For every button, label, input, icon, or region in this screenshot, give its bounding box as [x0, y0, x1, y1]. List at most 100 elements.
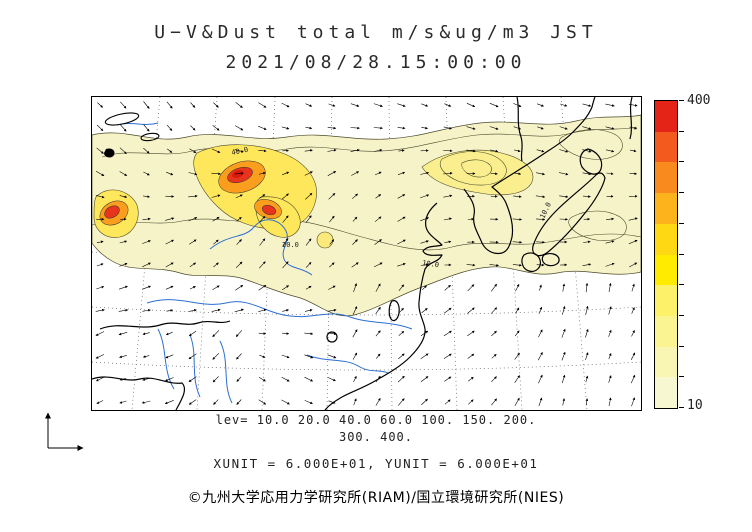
wind-vector	[258, 261, 266, 269]
wind-vector	[631, 330, 635, 337]
colorbar-segment	[655, 377, 677, 409]
wind-vector	[422, 285, 427, 291]
wind-vector	[141, 400, 151, 404]
wind-vector	[443, 353, 452, 359]
wind-vector	[466, 149, 476, 153]
coast-kyushu	[521, 252, 541, 272]
colorbar-tick	[679, 253, 684, 255]
wind-vector	[631, 283, 635, 292]
wind-vector	[629, 126, 638, 130]
wind-vector	[489, 263, 499, 267]
wind-vector	[444, 376, 452, 382]
wind-vector	[397, 126, 406, 130]
coast-bengal	[92, 376, 186, 410]
colorbar-segment	[655, 193, 677, 224]
dust-fill-pale	[92, 114, 641, 317]
wind-vector	[118, 332, 128, 336]
wind-vector	[96, 285, 105, 290]
coast-shikoku	[541, 253, 560, 267]
wind-vector	[583, 240, 591, 244]
wind-vector	[327, 126, 337, 130]
wind-vector	[305, 126, 313, 130]
colorbar-tick	[679, 222, 684, 224]
wind-vector	[282, 285, 290, 291]
wind-vector	[119, 262, 128, 267]
wind-vector	[489, 126, 499, 130]
wind-vector	[513, 195, 522, 198]
wind-vector	[234, 308, 244, 313]
wind-vector	[189, 309, 197, 312]
lake-balkhash	[104, 112, 140, 126]
contour-label: 20.0	[282, 241, 299, 249]
wind-vector	[96, 147, 104, 154]
wind-vector	[374, 216, 382, 222]
wind-vector	[582, 103, 592, 107]
wind-vector	[605, 126, 615, 130]
wind-vector	[258, 308, 267, 312]
wind-vector	[211, 148, 221, 153]
wind-vector	[514, 149, 521, 153]
wind-vector	[350, 126, 360, 130]
wind-vector	[304, 332, 314, 336]
wind-vector	[537, 351, 543, 361]
colorbar-tick	[679, 130, 684, 132]
colorbar-segment	[655, 285, 677, 316]
wind-vector	[258, 125, 267, 130]
wind-vector	[444, 240, 452, 244]
wind-vector	[443, 126, 453, 130]
wind-vector	[165, 354, 174, 359]
wind-vector	[258, 332, 267, 335]
wind-vector	[606, 217, 615, 221]
wind-vector	[539, 284, 542, 291]
wind-vector	[282, 332, 290, 335]
colorbar-segment	[655, 254, 677, 286]
wind-vector	[96, 400, 104, 404]
wind-vector	[538, 306, 543, 315]
wind-vector	[582, 149, 592, 153]
wind-vector	[535, 195, 546, 199]
wind-vector	[420, 217, 430, 222]
wind-vector	[212, 352, 220, 360]
coast-taiwan	[388, 300, 400, 322]
wind-vector	[421, 308, 428, 314]
colorbar-tick	[679, 407, 684, 408]
wind-vector	[559, 149, 569, 153]
wind-vector	[515, 307, 520, 314]
wind-vector	[398, 398, 405, 406]
dust-fill-layer	[92, 114, 641, 317]
wind-vector	[165, 331, 173, 336]
wind-vector	[467, 353, 475, 359]
wind-vector	[164, 400, 174, 405]
colorbar-segment	[655, 162, 677, 194]
wind-vector	[142, 217, 151, 221]
wind-vector	[420, 240, 429, 244]
wind-vector	[119, 240, 128, 244]
wind-vector	[213, 102, 219, 108]
contour-line	[92, 218, 641, 251]
wind-vector	[236, 239, 242, 245]
wind-vector	[236, 353, 242, 360]
wind-vector	[165, 239, 174, 245]
wind-vector	[398, 307, 404, 314]
wind-vector	[119, 378, 127, 381]
wind-vector	[398, 284, 405, 291]
wind-vector	[281, 376, 290, 382]
wind-vector	[608, 397, 612, 407]
wind-vector	[166, 101, 173, 109]
wind-vector	[282, 309, 290, 312]
wind-vector	[281, 126, 290, 130]
wind-vector	[444, 399, 451, 405]
wind-vector	[398, 330, 405, 336]
wind-vector	[585, 282, 589, 293]
wind-vector	[605, 262, 615, 267]
wind-vector	[490, 172, 498, 176]
wind-vector	[329, 262, 335, 268]
wind-vector	[305, 238, 312, 246]
coast-hokkaido	[579, 148, 603, 175]
wind-vector	[397, 194, 406, 199]
wind-vector	[513, 103, 522, 108]
wind-vector	[96, 240, 104, 244]
wind-layer	[95, 101, 638, 407]
wind-vector	[142, 240, 151, 244]
wind-vector	[559, 172, 569, 176]
